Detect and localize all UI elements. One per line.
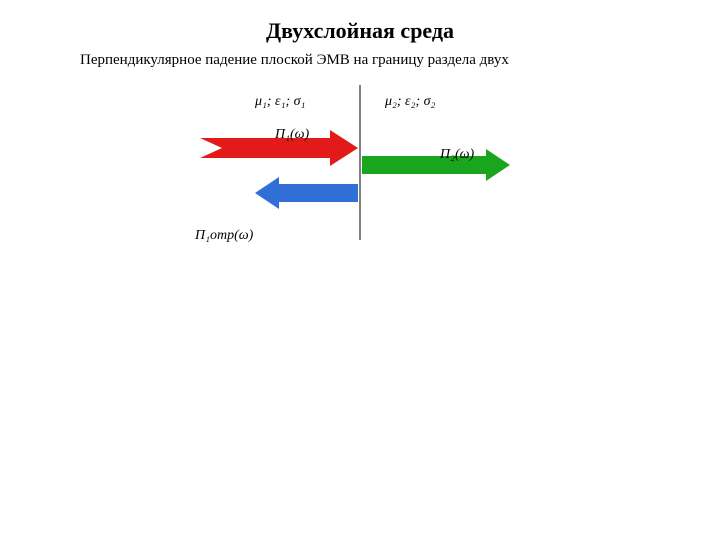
diagram-svg xyxy=(160,80,560,280)
reflected-arrow xyxy=(255,177,358,209)
medium2-params-label: μ₂; ε₂; σ₂ xyxy=(385,94,435,110)
pi1-label: Π₁(ω) xyxy=(275,127,309,143)
transmitted-arrow xyxy=(362,149,510,181)
page-title: Двухслойная среда xyxy=(0,18,720,44)
pi1-reflected-label: Π₁отр(ω) xyxy=(195,228,253,244)
page-subtitle: Перпендикулярное падение плоской ЭМВ на … xyxy=(80,52,640,69)
pi2-label: Π₂(ω) xyxy=(440,147,474,163)
two-layer-diagram: μ₁; ε₁; σ₁ μ₂; ε₂; σ₂ Π₁(ω) Π₂(ω) Π₁отр(… xyxy=(160,80,560,280)
medium1-params-label: μ₁; ε₁; σ₁ xyxy=(255,94,305,110)
